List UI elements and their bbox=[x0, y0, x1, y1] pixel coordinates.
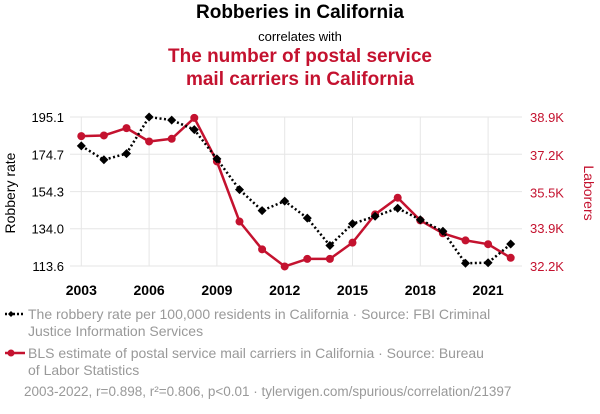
left-tick-label: 195.1 bbox=[31, 110, 64, 125]
legend-mail-carriers-line2: of Labor Statistics bbox=[28, 362, 140, 378]
robbery-rate-point bbox=[438, 226, 448, 236]
left-tick-label: 113.6 bbox=[32, 259, 64, 274]
mail-carriers-point bbox=[325, 254, 334, 263]
legend-robbery-line2: Justice Information Services bbox=[28, 323, 204, 339]
mail-carriers-point bbox=[190, 113, 199, 122]
robbery-rate-point bbox=[348, 219, 357, 229]
chart-connector: correlates with bbox=[258, 29, 342, 44]
mail-carriers-point bbox=[484, 240, 493, 249]
mail-carriers-point bbox=[122, 124, 131, 133]
grid-lines bbox=[70, 116, 522, 267]
chart-plot: 113.6 134.0 154.3 174.7 195.1 32.2K 33.9K 35.5… bbox=[2, 110, 597, 298]
legend-robbery-swatch bbox=[5, 311, 25, 317]
legend-mail-carriers-swatch bbox=[5, 349, 25, 357]
robbery-rate-point bbox=[370, 211, 380, 221]
robbery-rate-point bbox=[257, 206, 267, 216]
chart-title-secondary: The number of postal service mail carrie… bbox=[0, 45, 600, 91]
series-mail-carriers bbox=[77, 113, 515, 271]
legend-mail-carriers-text: BLS estimate of postal service mail carr… bbox=[28, 345, 548, 379]
robbery-rate-point bbox=[461, 258, 470, 268]
x-tick-label: 2021 bbox=[473, 282, 504, 298]
left-tick-label: 134.0 bbox=[31, 222, 64, 237]
robbery-rate-point bbox=[483, 258, 493, 268]
right-tick-label: 32.2K bbox=[530, 259, 564, 274]
x-tick-label: 2018 bbox=[405, 282, 436, 298]
robbery-rate-point bbox=[280, 196, 290, 206]
mail-carriers-point bbox=[235, 217, 244, 226]
right-tick-label: 38.9K bbox=[530, 110, 564, 125]
robbery-rate-point bbox=[415, 215, 425, 225]
robbery-rate-point bbox=[189, 125, 199, 135]
right-axis-label: Laborers bbox=[581, 165, 597, 220]
series-robbery-rate bbox=[76, 112, 516, 268]
mail-carriers-point bbox=[99, 131, 108, 140]
mail-carriers-point bbox=[393, 193, 402, 202]
mail-carriers-point bbox=[506, 253, 515, 262]
x-axis-ticks: 2003 2006 2009 2012 2015 2018 2021 bbox=[66, 282, 504, 298]
x-tick-label: 2006 bbox=[134, 282, 165, 298]
robbery-rate-line bbox=[80, 115, 512, 265]
left-tick-label: 154.3 bbox=[31, 185, 64, 200]
robbery-rate-point bbox=[325, 241, 335, 251]
robbery-rate-point bbox=[235, 185, 244, 195]
robbery-rate-point bbox=[144, 112, 154, 122]
right-tick-label: 37.2K bbox=[530, 148, 564, 163]
robbery-rate-point bbox=[76, 141, 86, 151]
mail-carriers-point bbox=[258, 245, 267, 254]
robbery-rate-point bbox=[99, 155, 109, 165]
left-tick-label: 174.7 bbox=[31, 147, 64, 162]
right-tick-label: 35.5K bbox=[530, 186, 564, 201]
chart-title-secondary-line2: mail carriers in California bbox=[185, 69, 415, 90]
right-axis-ticks: 32.2K 33.9K 35.5K 37.2K 38.9K bbox=[530, 110, 564, 274]
x-tick-label: 2009 bbox=[201, 282, 232, 298]
mail-carriers-point bbox=[348, 238, 357, 247]
chart-title: Robberies in California bbox=[196, 2, 404, 23]
x-tick-label: 2015 bbox=[337, 282, 368, 298]
footer-stats: 2003-2022, r=0.898, r²=0.806, p<0.01 · t… bbox=[24, 384, 512, 399]
mail-carriers-point bbox=[280, 262, 289, 271]
x-tick-label: 2003 bbox=[66, 282, 97, 298]
mail-carriers-point bbox=[77, 132, 86, 141]
mail-carriers-point bbox=[145, 137, 154, 146]
chart-title-secondary-line1: The number of postal service bbox=[168, 46, 432, 67]
robbery-rate-point bbox=[122, 149, 131, 159]
x-tick-label: 2012 bbox=[269, 282, 300, 298]
robbery-rate-point bbox=[302, 213, 312, 223]
legend-robbery-text: The robbery rate per 100,000 residents i… bbox=[28, 306, 548, 340]
mail-carriers-point bbox=[167, 134, 176, 143]
robbery-rate-point bbox=[506, 239, 516, 249]
robbery-rate-point bbox=[393, 203, 403, 213]
left-axis-label: Robbery rate bbox=[2, 152, 18, 233]
legend-robbery-line1: The robbery rate per 100,000 residents i… bbox=[28, 306, 491, 322]
left-axis-ticks: 113.6 134.0 154.3 174.7 195.1 bbox=[31, 110, 64, 274]
robbery-rate-point bbox=[212, 154, 222, 164]
mail-carriers-point bbox=[303, 254, 312, 263]
mail-carriers-point bbox=[461, 236, 470, 245]
legend-mail-carriers-line1: BLS estimate of postal service mail carr… bbox=[28, 345, 484, 361]
robbery-rate-point bbox=[167, 115, 177, 125]
right-tick-label: 33.9K bbox=[530, 221, 564, 236]
